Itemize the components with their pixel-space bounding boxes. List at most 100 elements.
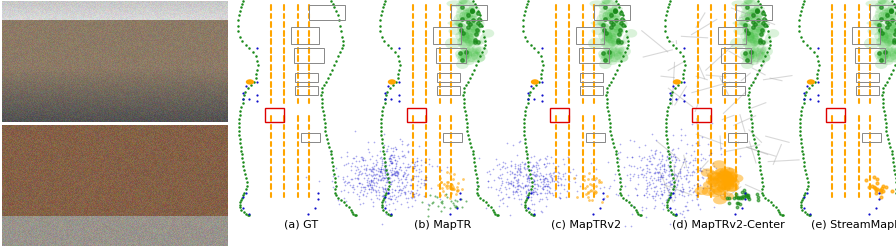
Ellipse shape: [742, 56, 756, 64]
Ellipse shape: [887, 41, 893, 47]
Ellipse shape: [745, 26, 754, 38]
Ellipse shape: [605, 14, 616, 20]
Ellipse shape: [471, 46, 481, 55]
Ellipse shape: [606, 10, 618, 15]
Ellipse shape: [741, 53, 754, 61]
Bar: [265, 108, 284, 123]
Text: (d) MapTRv2-Center: (d) MapTRv2-Center: [672, 219, 784, 229]
Ellipse shape: [751, 52, 766, 63]
Ellipse shape: [461, 32, 470, 43]
Ellipse shape: [612, 11, 621, 21]
Ellipse shape: [752, 12, 765, 18]
Ellipse shape: [886, 34, 896, 45]
Ellipse shape: [603, 40, 617, 53]
Ellipse shape: [469, 11, 478, 21]
Ellipse shape: [458, 0, 469, 6]
Bar: [374, 2, 512, 214]
Ellipse shape: [465, 28, 480, 41]
Bar: [857, 74, 879, 82]
Bar: [550, 108, 570, 123]
Ellipse shape: [746, 18, 757, 22]
Ellipse shape: [740, 19, 746, 28]
Ellipse shape: [610, 30, 624, 36]
Ellipse shape: [466, 26, 478, 34]
Bar: [437, 87, 460, 95]
Ellipse shape: [884, 0, 892, 1]
Text: (e) StreamMapNet: (e) StreamMapNet: [811, 219, 896, 229]
Ellipse shape: [892, 20, 896, 32]
Ellipse shape: [469, 3, 476, 12]
Bar: [862, 134, 882, 142]
Text: (c) MapTRv2: (c) MapTRv2: [551, 219, 621, 229]
Ellipse shape: [445, 38, 461, 50]
Bar: [721, 49, 752, 64]
Ellipse shape: [246, 80, 254, 85]
Ellipse shape: [879, 48, 886, 55]
Bar: [291, 28, 319, 44]
Ellipse shape: [614, 50, 622, 61]
Ellipse shape: [468, 24, 482, 36]
Ellipse shape: [721, 178, 735, 186]
Ellipse shape: [876, 25, 887, 36]
Ellipse shape: [755, 53, 770, 64]
Bar: [296, 74, 317, 82]
Ellipse shape: [449, 28, 463, 36]
Bar: [826, 108, 846, 123]
Bar: [301, 134, 321, 142]
Ellipse shape: [745, 29, 761, 38]
Ellipse shape: [599, 23, 609, 31]
Ellipse shape: [603, 29, 619, 38]
Ellipse shape: [752, 48, 765, 57]
Ellipse shape: [755, 50, 763, 61]
Ellipse shape: [894, 47, 896, 57]
Ellipse shape: [460, 12, 469, 22]
Ellipse shape: [602, 0, 610, 5]
Ellipse shape: [464, 17, 478, 27]
Ellipse shape: [468, 30, 481, 36]
Ellipse shape: [453, 15, 464, 27]
Ellipse shape: [887, 23, 896, 31]
Ellipse shape: [472, 20, 480, 32]
Bar: [586, 134, 606, 142]
Ellipse shape: [457, 23, 466, 31]
Ellipse shape: [757, 40, 768, 47]
Ellipse shape: [753, 7, 765, 12]
Ellipse shape: [885, 11, 896, 18]
Ellipse shape: [867, 28, 883, 36]
Ellipse shape: [616, 48, 624, 54]
Ellipse shape: [609, 11, 622, 18]
Ellipse shape: [457, 25, 469, 36]
Ellipse shape: [625, 30, 637, 38]
Ellipse shape: [468, 23, 478, 31]
Ellipse shape: [885, 12, 896, 18]
Ellipse shape: [741, 9, 748, 21]
Ellipse shape: [731, 1, 746, 8]
Ellipse shape: [887, 24, 896, 36]
Ellipse shape: [608, 26, 622, 34]
Bar: [870, 6, 896, 21]
Ellipse shape: [874, 9, 882, 21]
Text: (b) MapTR: (b) MapTR: [414, 219, 471, 229]
Ellipse shape: [459, 0, 467, 5]
Ellipse shape: [883, 17, 896, 27]
Ellipse shape: [723, 176, 737, 184]
Ellipse shape: [871, 24, 885, 28]
Ellipse shape: [609, 52, 624, 63]
Ellipse shape: [878, 12, 884, 23]
Ellipse shape: [730, 38, 745, 50]
Ellipse shape: [590, 22, 606, 26]
Ellipse shape: [742, 37, 758, 50]
Ellipse shape: [707, 172, 721, 180]
Ellipse shape: [884, 9, 893, 15]
Ellipse shape: [702, 188, 715, 196]
Ellipse shape: [603, 1, 614, 6]
Ellipse shape: [465, 36, 474, 47]
Ellipse shape: [615, 40, 625, 47]
Ellipse shape: [615, 46, 625, 55]
Ellipse shape: [455, 50, 470, 59]
Ellipse shape: [882, 8, 889, 21]
Text: (a) GT: (a) GT: [284, 219, 318, 229]
Ellipse shape: [717, 172, 731, 180]
Ellipse shape: [607, 36, 617, 47]
Ellipse shape: [758, 48, 766, 54]
